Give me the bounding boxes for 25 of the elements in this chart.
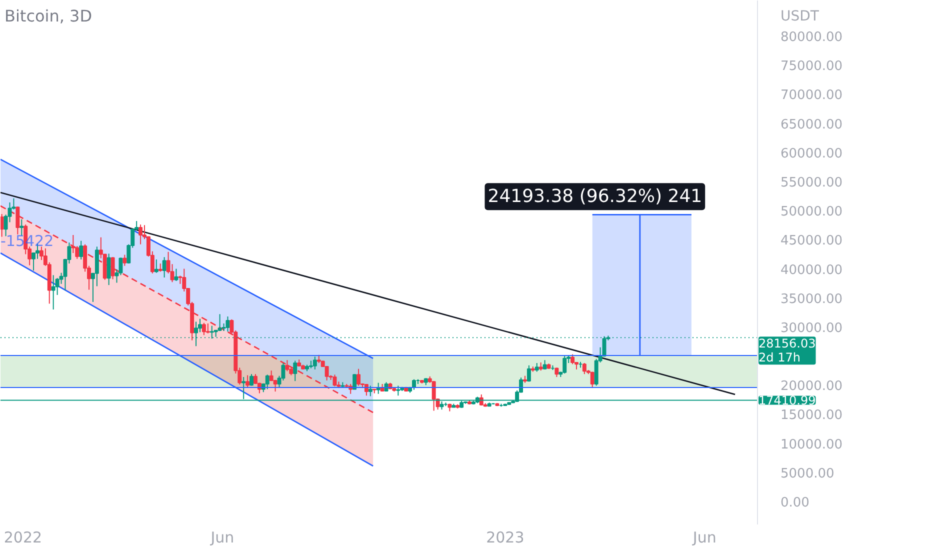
y-tick-label: 10000.00 xyxy=(780,437,843,452)
x-tick-label: 2023 xyxy=(486,528,524,546)
y-tick-label: 20000.00 xyxy=(780,379,843,394)
ref-line-label: 17410.99 xyxy=(758,394,816,408)
y-tick-label: 5000.00 xyxy=(780,466,834,482)
y-axis-title: USDT xyxy=(780,8,820,24)
x-tick-label: Jun xyxy=(692,528,716,546)
y-tick-label: 80000.00 xyxy=(780,30,843,45)
x-tick-label: 2022 xyxy=(4,528,42,546)
y-tick-label: 0.00 xyxy=(780,496,810,511)
ref-line-label: 28156.03 2d 17h xyxy=(758,336,816,365)
x-tick-label: Jun xyxy=(210,528,234,546)
y-tick-label: 45000.00 xyxy=(780,234,843,249)
y-tick-label: 60000.00 xyxy=(780,146,843,162)
annotation: 24193.38 (96.32%) 241 xyxy=(488,186,702,208)
y-tick-label: 50000.00 xyxy=(780,204,843,220)
chart-title: Bitcoin, 3D xyxy=(4,6,92,26)
y-tick-label: 70000.00 xyxy=(780,88,843,104)
y-tick-label: 40000.00 xyxy=(780,262,843,278)
y-tick-label: 75000.00 xyxy=(780,59,843,74)
y-tick-label: 35000.00 xyxy=(780,292,843,307)
y-tick-label: 15000.00 xyxy=(780,408,843,424)
y-tick-label: 65000.00 xyxy=(780,117,843,132)
y-tick-label: 55000.00 xyxy=(780,175,843,190)
y-tick-label: 30000.00 xyxy=(780,320,843,336)
